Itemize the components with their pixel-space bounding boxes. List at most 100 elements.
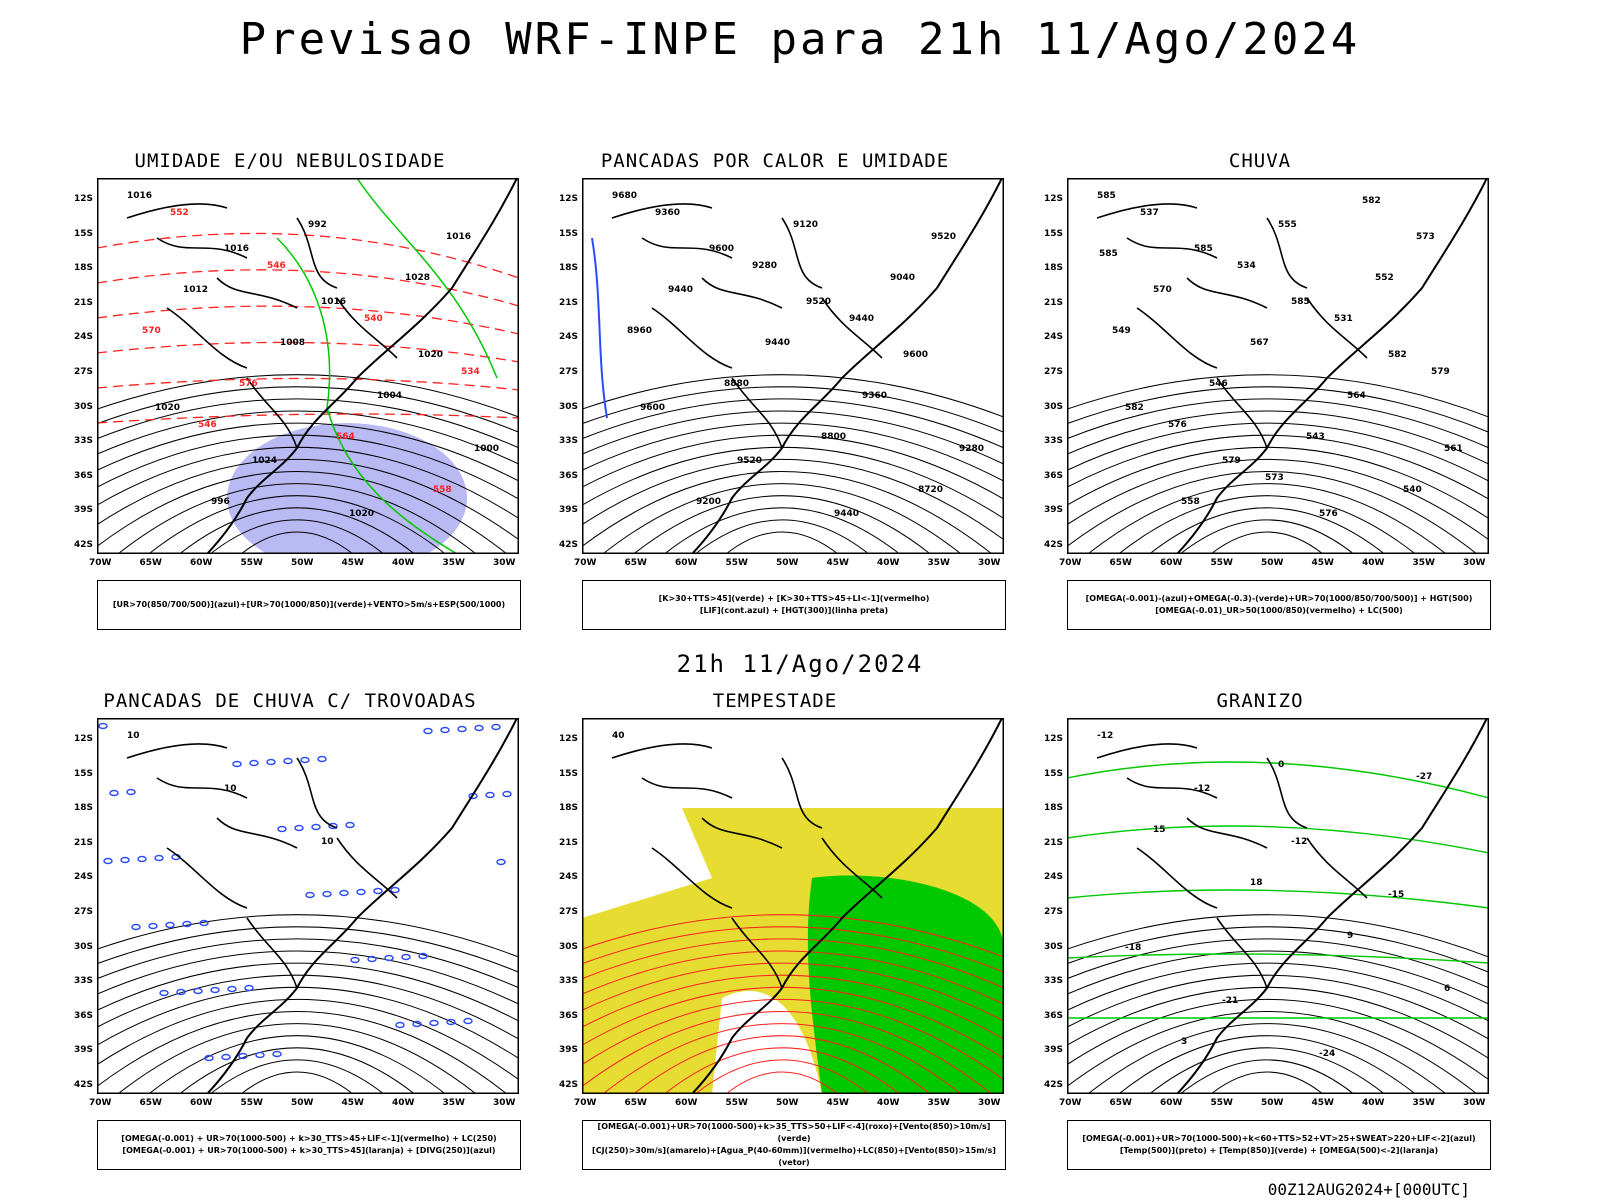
country-border bbox=[701, 277, 783, 309]
lon-tick-label: 35W bbox=[442, 558, 465, 568]
lat-tick-label: 15S bbox=[1043, 228, 1063, 239]
country-border bbox=[156, 237, 248, 259]
lon-tick-label: 55W bbox=[240, 558, 263, 568]
lon-tick-label: 50W bbox=[291, 558, 314, 568]
lat-tick-label: 33S bbox=[558, 976, 578, 987]
lon-tick-label: 40W bbox=[877, 558, 900, 568]
contour-line bbox=[1067, 458, 1489, 541]
contour-value-label: 9280 bbox=[959, 444, 984, 454]
divergence-cell bbox=[109, 789, 119, 797]
divergence-cell bbox=[300, 756, 310, 764]
humidity-area-shade bbox=[227, 423, 467, 554]
contour-line bbox=[1118, 1035, 1416, 1094]
lat-tick-label: 18S bbox=[1043, 803, 1063, 814]
lat-tick-label: 27S bbox=[1043, 907, 1063, 917]
contour-line bbox=[664, 1047, 900, 1094]
lon-tick-label: 60W bbox=[190, 558, 213, 568]
contour-line bbox=[582, 398, 1004, 449]
contour-value-label: -15 bbox=[1388, 890, 1404, 900]
contour-value-label: 540 bbox=[364, 314, 383, 324]
divergence-cell bbox=[367, 955, 377, 963]
contour-line bbox=[602, 483, 962, 554]
map-frame bbox=[97, 718, 519, 1094]
lon-tick-label: 30W bbox=[493, 558, 516, 568]
lon-tick-label: 35W bbox=[442, 1098, 465, 1108]
lon-tick-label: 55W bbox=[1210, 558, 1233, 568]
contour-value-label: 582 bbox=[1362, 196, 1381, 206]
contour-value-label: 1016 bbox=[446, 232, 471, 242]
contour-value-label: 582 bbox=[1388, 350, 1407, 360]
country-border bbox=[781, 217, 823, 289]
lat-tick-label: 39S bbox=[558, 505, 578, 516]
lat-tick-label: 36S bbox=[1043, 1010, 1063, 1021]
footer-timestamp: 00Z12AUG2024+[000UTC] bbox=[1267, 1180, 1470, 1199]
lat-tick-label: 24S bbox=[558, 332, 578, 343]
contour-line bbox=[633, 1035, 931, 1094]
country-border bbox=[126, 743, 228, 759]
contour-line bbox=[117, 483, 477, 554]
lat-tick-label: 33S bbox=[73, 436, 93, 447]
contour-line bbox=[1067, 926, 1489, 973]
lon-tick-label: 60W bbox=[675, 1098, 698, 1108]
contour-value-label: 9120 bbox=[793, 220, 818, 230]
panel-legend: [OMEGA(-0.001) + UR>70(1000-500) + k>30_… bbox=[97, 1120, 521, 1170]
contour-line bbox=[582, 410, 1004, 465]
contour-value-label: 552 bbox=[170, 208, 189, 218]
divergence-cell bbox=[373, 887, 383, 895]
lat-tick-label: 21S bbox=[1043, 837, 1063, 848]
contour-line bbox=[694, 519, 870, 554]
low-level-humidity-contour bbox=[356, 178, 498, 379]
country-border bbox=[651, 307, 733, 369]
contour-line bbox=[1210, 1071, 1324, 1094]
contour-value-label: 531 bbox=[1334, 314, 1353, 324]
divergence-cell bbox=[103, 857, 113, 865]
lat-tick-label: 42S bbox=[73, 540, 93, 550]
lat-tick-label: 15S bbox=[558, 768, 578, 779]
lat-tick-label: 39S bbox=[73, 505, 93, 516]
contour-line bbox=[582, 950, 1004, 1005]
country-border bbox=[216, 277, 298, 309]
contour-line bbox=[97, 974, 519, 1040]
coastline bbox=[1176, 178, 1488, 554]
temp-850-contour bbox=[1067, 953, 1489, 964]
contour-line bbox=[97, 471, 508, 554]
contour-value-label: 561 bbox=[1444, 444, 1463, 454]
lon-tick-label: 65W bbox=[139, 1098, 162, 1108]
lat-tick-label: 27S bbox=[73, 367, 93, 377]
contour-line bbox=[240, 531, 354, 554]
lat-tick-label: 42S bbox=[73, 1080, 93, 1090]
temp-850-contour bbox=[1067, 825, 1489, 854]
divergence-cell bbox=[137, 855, 147, 863]
contour-line bbox=[97, 386, 519, 433]
contour-line bbox=[179, 507, 415, 554]
contour-value-label: 1016 bbox=[321, 297, 346, 307]
map-panel-1: UMIDADE E/OU NEBULOSIDADE 12S 15S 18S 21S 24S… bbox=[55, 150, 525, 645]
lat-tick-label: 21S bbox=[73, 297, 93, 308]
country-border bbox=[731, 917, 783, 989]
lon-tick-label: 35W bbox=[1412, 1098, 1435, 1108]
country-border bbox=[1186, 817, 1268, 849]
legend-line: [OMEGA(-0.001) + UR>70(1000-500) + k>30_… bbox=[122, 1146, 496, 1155]
contour-line bbox=[97, 410, 519, 465]
contour-line bbox=[209, 1059, 385, 1094]
lat-tick-label: 42S bbox=[558, 1080, 578, 1090]
lon-tick-label: 60W bbox=[190, 1098, 213, 1108]
legend-line: [OMEGA(-0.001)+UR>70(1000-500)+k<60+TTS>… bbox=[1082, 1134, 1476, 1143]
lon-tick-label: 40W bbox=[877, 1098, 900, 1108]
divergence-cell bbox=[221, 1053, 231, 1061]
contour-value-label: 9360 bbox=[655, 208, 680, 218]
lat-tick-label: 39S bbox=[558, 1045, 578, 1056]
lat-tick-label: 24S bbox=[1043, 332, 1063, 343]
divergence-cell bbox=[165, 921, 175, 929]
lat-tick-label: 42S bbox=[1043, 1080, 1063, 1090]
country-border bbox=[216, 817, 298, 849]
contour-line bbox=[582, 974, 1004, 1040]
contour-value-label: 582 bbox=[1125, 403, 1144, 413]
contour-line bbox=[1067, 471, 1478, 554]
lon-tick-label: 50W bbox=[1261, 558, 1284, 568]
divergence-cell bbox=[283, 757, 293, 765]
lon-tick-label: 70W bbox=[574, 1098, 597, 1108]
contour-line bbox=[117, 1023, 477, 1094]
contour-value-label: -12 bbox=[1097, 731, 1113, 741]
panel-title: CHUVA bbox=[1228, 150, 1292, 172]
